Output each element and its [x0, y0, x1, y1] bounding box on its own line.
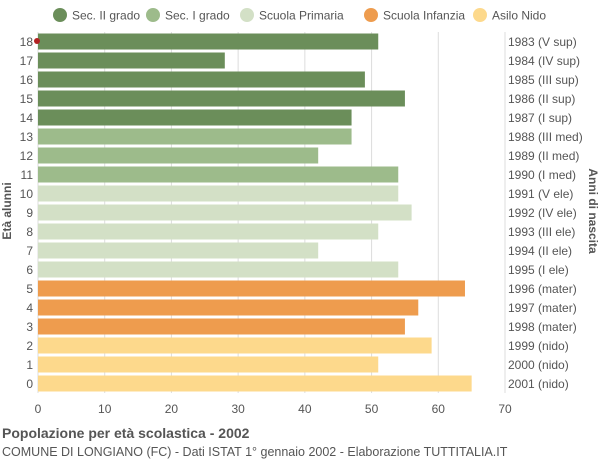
age-label: 18	[20, 35, 34, 49]
birth-year-label: 1990 (I med)	[508, 168, 576, 182]
birth-year-label: 1994 (II ele)	[508, 244, 572, 258]
age-label: 11	[21, 168, 34, 182]
age-label: 10	[20, 187, 34, 201]
chart-subtitle: COMUNE DI LONGIANO (FC) - Dati ISTAT 1° …	[2, 445, 508, 459]
age-label: 1	[26, 358, 33, 372]
x-tick-label: 20	[165, 402, 179, 416]
x-tick-label: 40	[298, 402, 312, 416]
birth-year-label: 1993 (III ele)	[508, 225, 575, 239]
bar	[38, 337, 432, 354]
birth-year-label: 1991 (V ele)	[508, 187, 573, 201]
birth-year-label: 1984 (IV sup)	[508, 54, 580, 68]
birth-year-label: 1989 (II med)	[508, 149, 579, 163]
age-label: 5	[26, 282, 33, 296]
x-tick-label: 10	[98, 402, 112, 416]
legend-swatch	[146, 8, 160, 22]
bar	[38, 52, 225, 69]
bar	[38, 166, 399, 183]
bar	[38, 109, 352, 126]
legend-label: Scuola Infanzia	[383, 9, 465, 23]
highlight-marker	[34, 38, 40, 44]
birth-year-label: 1999 (nido)	[508, 339, 569, 353]
bar	[38, 375, 472, 392]
age-label: 3	[26, 320, 33, 334]
x-tick-label: 30	[231, 402, 245, 416]
birth-year-label: 1987 (I sup)	[508, 111, 572, 125]
x-tick-label: 70	[498, 402, 512, 416]
bar	[38, 261, 399, 278]
chart: Sec. II grado Sec. I grado Scuola Primaria…	[0, 8, 600, 416]
age-label: 2	[26, 339, 33, 353]
birth-year-label: 1995 (I ele)	[508, 263, 569, 277]
birth-year-label: 1992 (IV ele)	[508, 206, 577, 220]
bar	[38, 147, 319, 164]
legend-label: Sec. II grado	[72, 9, 140, 23]
age-label: 12	[20, 149, 34, 163]
legend-label: Scuola Primaria	[259, 9, 344, 23]
legend-swatch	[53, 8, 67, 22]
bar	[38, 242, 319, 259]
x-axis-ticks: 0 10 20 30 40 50 60 70	[35, 402, 512, 416]
birth-year-label: 2000 (nido)	[508, 358, 569, 372]
birth-year-label: 1985 (III sup)	[508, 73, 579, 87]
chart-title: Popolazione per età scolastica - 2002	[2, 425, 250, 441]
bar	[38, 318, 405, 335]
legend-swatch	[473, 8, 487, 22]
bar	[38, 223, 379, 240]
bar	[38, 204, 412, 221]
birth-year-label: 1988 (III med)	[508, 130, 583, 144]
legend-label: Asilo Nido	[492, 9, 546, 23]
bar	[38, 128, 352, 145]
birth-year-label: 1983 (V sup)	[508, 35, 577, 49]
bar	[38, 71, 365, 88]
y-axis-label-right: Anni di nascita	[586, 168, 600, 254]
age-label: 9	[26, 206, 33, 220]
bar	[38, 185, 399, 202]
age-label: 13	[20, 130, 34, 144]
x-tick-label: 50	[365, 402, 379, 416]
age-label: 6	[26, 263, 33, 277]
birth-year-label: 1997 (mater)	[508, 301, 577, 315]
bar	[38, 280, 465, 297]
bar	[38, 33, 379, 50]
y-axis-label-left: Età alunni	[0, 182, 14, 239]
bar	[38, 299, 419, 316]
x-tick-label: 0	[35, 402, 42, 416]
birth-year-label: 1998 (mater)	[508, 320, 577, 334]
age-label: 8	[26, 225, 33, 239]
legend-swatch	[240, 8, 254, 22]
legend: Sec. II grado Sec. I grado Scuola Primaria…	[53, 8, 546, 23]
bars	[38, 33, 472, 392]
bar	[38, 90, 405, 107]
age-label: 7	[26, 244, 33, 258]
birth-year-label: 2001 (nido)	[508, 377, 569, 391]
legend-label: Sec. I grado	[165, 9, 230, 23]
age-label: 15	[20, 92, 34, 106]
birth-year-labels: 1983 (V sup) 1984 (IV sup) 1985 (III sup) 1…	[508, 35, 583, 391]
birth-year-label: 1996 (mater)	[508, 282, 577, 296]
age-label: 0	[26, 377, 33, 391]
birth-year-label: 1986 (II sup)	[508, 92, 575, 106]
bar	[38, 356, 379, 373]
legend-swatch	[364, 8, 378, 22]
age-label: 4	[26, 301, 33, 315]
x-tick-label: 60	[432, 402, 446, 416]
age-label: 16	[20, 73, 34, 87]
age-label: 17	[20, 54, 34, 68]
age-label: 14	[20, 111, 34, 125]
